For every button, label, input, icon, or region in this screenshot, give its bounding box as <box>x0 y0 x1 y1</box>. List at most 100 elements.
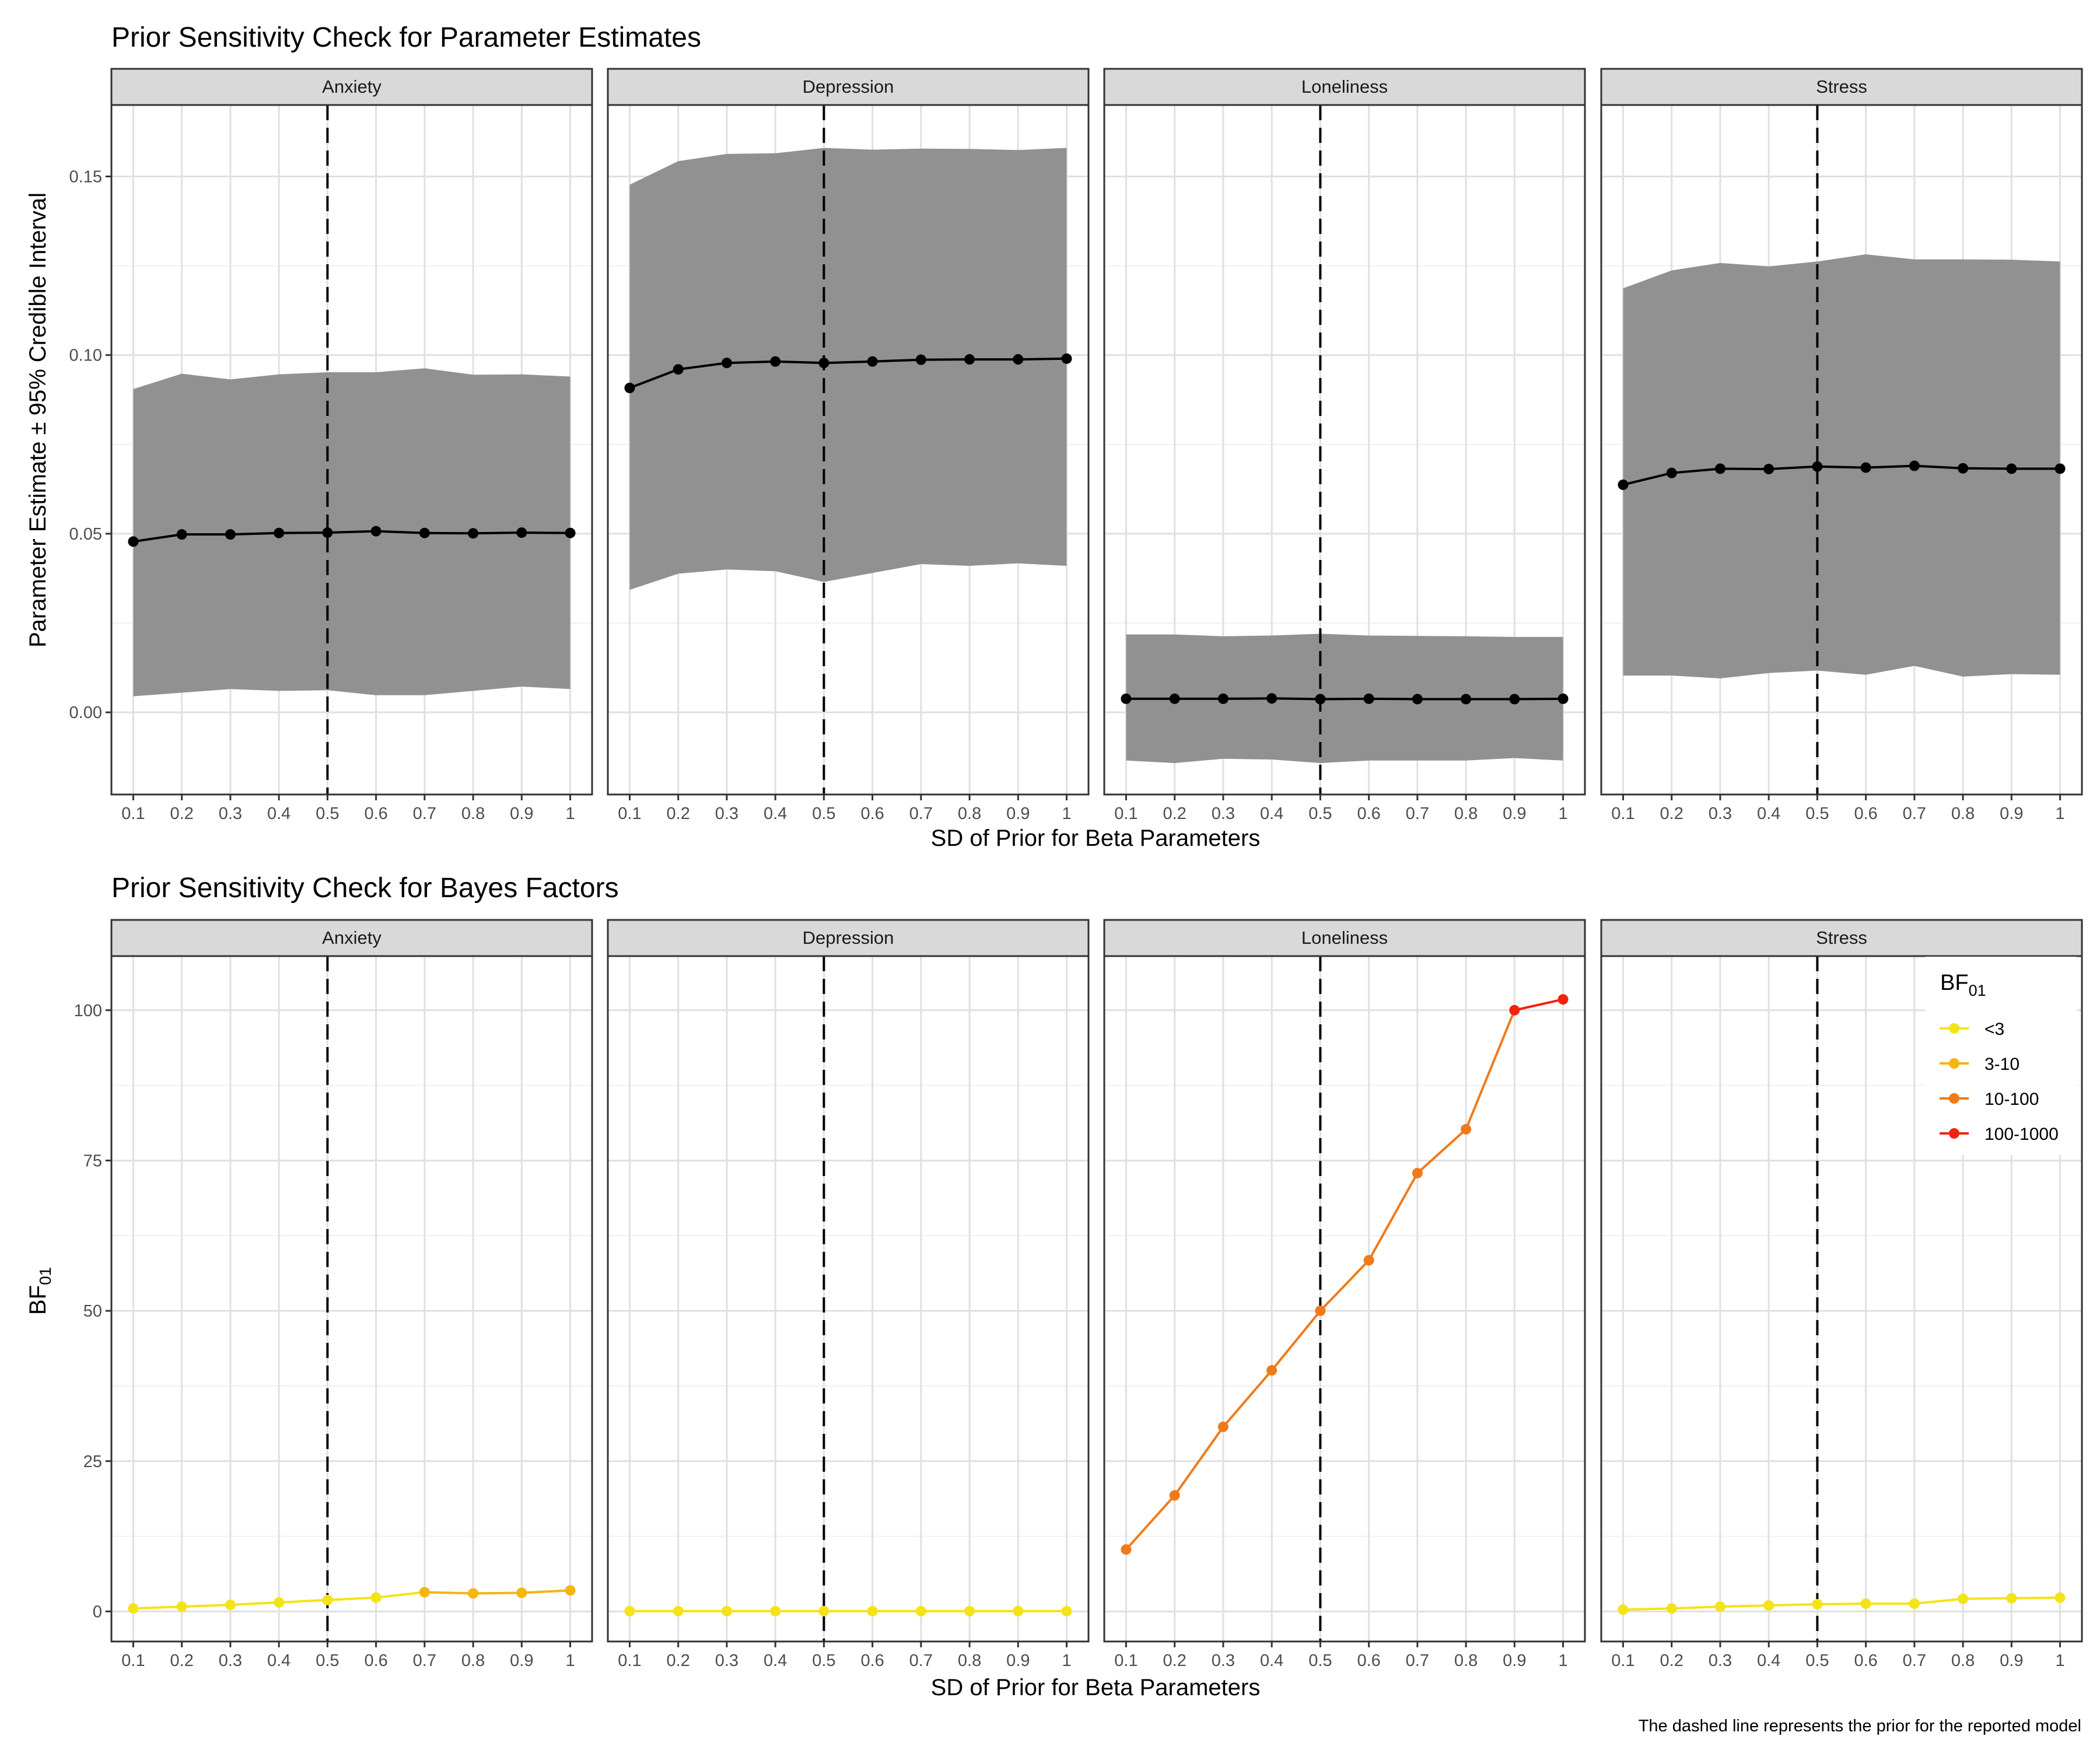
x-tick-label: 0.5 <box>1308 1651 1332 1670</box>
x-tick-label: 0.1 <box>121 1651 145 1670</box>
x-tick-label: 0.1 <box>1114 804 1138 823</box>
bf-point <box>516 1587 527 1598</box>
x-tick-label: 0.8 <box>958 804 981 823</box>
bf-line-segment <box>230 1601 279 1606</box>
x-tick-label: 0.3 <box>1212 1651 1235 1670</box>
legend-key: 3-10 <box>1940 1055 2020 1074</box>
facet-strip-label: Loneliness <box>1301 928 1388 948</box>
legend-key-point <box>1949 1128 1959 1139</box>
x-tick-label: 1 <box>565 1651 575 1670</box>
x-tick-label: 0.4 <box>764 1651 787 1670</box>
facet-strip <box>607 68 1090 106</box>
facet-strip-label: Stress <box>1816 76 1867 97</box>
x-tick-label: 0.6 <box>1854 1651 1877 1670</box>
x-tick-label: 0.2 <box>667 1651 690 1670</box>
facet-strip-label: Anxiety <box>322 928 382 948</box>
estimate-point <box>468 528 479 539</box>
bf-point <box>1618 1604 1629 1615</box>
legend-key-point <box>1949 1058 1959 1069</box>
x-tick-label: 1 <box>1062 1651 1071 1670</box>
estimate-point <box>1763 464 1774 475</box>
bf-line-segment <box>1769 1603 1818 1607</box>
x-tick-label: 0.7 <box>1406 1651 1429 1670</box>
bf-line-segment <box>1367 1172 1419 1261</box>
estimate-point <box>1169 693 1180 704</box>
estimate-point <box>1013 354 1024 365</box>
legend-key: 100-1000 <box>1940 1125 2059 1144</box>
x-tick-label: 0.4 <box>267 1651 290 1670</box>
y-axis-title-bf-main: BF <box>25 1285 51 1315</box>
x-tick-label: 0.5 <box>812 1651 835 1670</box>
estimate-point <box>1121 693 1132 704</box>
x-tick-label: 0.7 <box>1903 804 1926 823</box>
x-tick-label: 0.2 <box>1660 1651 1684 1670</box>
estimate-point <box>1217 693 1228 704</box>
estimate-point <box>370 526 382 537</box>
y-axis-title-estimates: Parameter Estimate ± 95% Credible Interv… <box>25 192 51 648</box>
bf-point <box>721 1605 732 1616</box>
facet-panel-depression: Depression 0.1 0.2 0.3 0.4 0.5 0.6 0.7 0.8 0.9 1 <box>607 68 1090 823</box>
bf-line-segment <box>1465 1010 1516 1130</box>
y-tick-label: 50 <box>83 1302 102 1321</box>
facet-strip <box>1103 919 1586 957</box>
x-tick-label: 0.7 <box>413 1651 436 1670</box>
x-axis-title-estimates: SD of Prior for Beta Parameters <box>931 825 1261 851</box>
x-tick-label: 0.3 <box>1709 804 1732 823</box>
x-tick-label: 0.9 <box>1006 804 1030 823</box>
x-tick-label: 0.4 <box>764 804 787 823</box>
bf-point <box>1363 1255 1374 1266</box>
x-tick-label: 0.8 <box>1951 804 1975 823</box>
y-tick-label: 0 <box>93 1602 102 1621</box>
legend-key-label: 3-10 <box>1985 1055 2020 1074</box>
legend-key-label: 10-100 <box>1985 1090 2039 1109</box>
caption: The dashed line represents the prior for… <box>1639 1717 2081 1735</box>
bf-line-segment <box>279 1598 328 1604</box>
x-tick-label: 0.7 <box>413 804 436 823</box>
bf-point <box>1061 1605 1072 1616</box>
estimate-point <box>1812 461 1823 472</box>
estimate-point <box>1509 694 1520 705</box>
facet-panel-anxiety: Anxiety 0.1 0.2 0.3 0.4 0.5 0.6 0.7 0.8 0.9 1 <box>110 68 593 823</box>
x-tick-label: 0.8 <box>1454 1651 1478 1670</box>
svg-text:BF01: BF01 <box>25 1267 54 1315</box>
bf-point <box>1169 1490 1180 1501</box>
x-tick-label: 1 <box>2055 804 2064 823</box>
x-tick-label: 0.3 <box>715 1651 738 1670</box>
x-tick-label: 0.8 <box>1951 1651 1975 1670</box>
bf-line-segment <box>1416 1128 1467 1174</box>
bf-point <box>915 1605 926 1616</box>
x-tick-label: 0.9 <box>1006 1651 1030 1670</box>
x-tick-label: 1 <box>2055 1651 2064 1670</box>
legend-title-sub: 01 <box>1969 982 1986 999</box>
estimate-point <box>1909 460 1920 471</box>
bayes-factor-facet-plot: Anxiety 0.1 0.2 0.3 0.4 0.5 0.6 0.7 0.8 0.9 1 Depre… <box>74 919 2083 1670</box>
bf-point <box>468 1588 479 1599</box>
facet-strip <box>1600 919 2083 957</box>
bf-line-segment <box>1671 1605 1720 1610</box>
legend-title: BF01 <box>1940 971 1986 999</box>
legend-title-main: BF <box>1940 971 1969 995</box>
x-tick-label: 0.9 <box>510 804 533 823</box>
estimate-point <box>322 527 333 538</box>
bf-line-segment <box>473 1591 522 1595</box>
bf-point <box>818 1605 830 1616</box>
x-tick-label: 0.3 <box>1212 804 1235 823</box>
bf-line-segment <box>424 1591 474 1595</box>
x-tick-label: 0.6 <box>364 1651 387 1670</box>
bf-line-segment <box>1623 1607 1672 1611</box>
x-tick-label: 1 <box>1558 804 1567 823</box>
estimate-line <box>629 357 1067 389</box>
y-tick-label: 0.10 <box>69 346 102 365</box>
bf-line-segment <box>181 1604 230 1608</box>
x-tick-label: 0.7 <box>1406 804 1429 823</box>
estimate-point <box>1558 693 1569 704</box>
facet-strip-label: Depression <box>803 928 894 948</box>
estimate-point <box>1266 693 1278 704</box>
bf-line-segment <box>133 1605 182 1610</box>
estimate-point <box>818 358 830 369</box>
bf-line-segment <box>376 1591 425 1599</box>
facet-strip-label: Stress <box>1816 928 1867 948</box>
estimate-point <box>867 356 878 367</box>
estimate-point <box>964 354 975 365</box>
